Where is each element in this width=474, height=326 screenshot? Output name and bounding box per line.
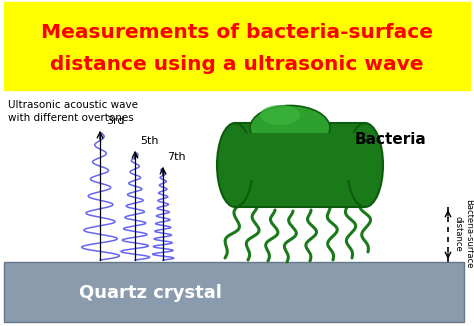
Text: Bacteria: Bacteria [355,132,427,147]
Ellipse shape [260,105,300,125]
Text: Ultrasonic acoustic wave: Ultrasonic acoustic wave [8,100,138,110]
Ellipse shape [347,123,383,207]
Text: distance using a ultrasonic wave: distance using a ultrasonic wave [50,55,424,75]
Ellipse shape [250,106,330,151]
Text: Bacteria-surface
distance: Bacteria-surface distance [453,199,473,269]
Text: 3rd: 3rd [106,116,125,126]
Text: Quartz crystal: Quartz crystal [79,284,221,302]
Text: with different overtones: with different overtones [8,113,134,123]
Text: Measurements of bacteria-surface: Measurements of bacteria-surface [41,22,433,41]
Ellipse shape [217,123,253,207]
FancyBboxPatch shape [4,262,464,322]
Text: 5th: 5th [140,136,158,146]
FancyBboxPatch shape [240,133,360,180]
FancyBboxPatch shape [235,123,365,207]
FancyBboxPatch shape [4,2,470,90]
Text: 7th: 7th [167,152,186,162]
